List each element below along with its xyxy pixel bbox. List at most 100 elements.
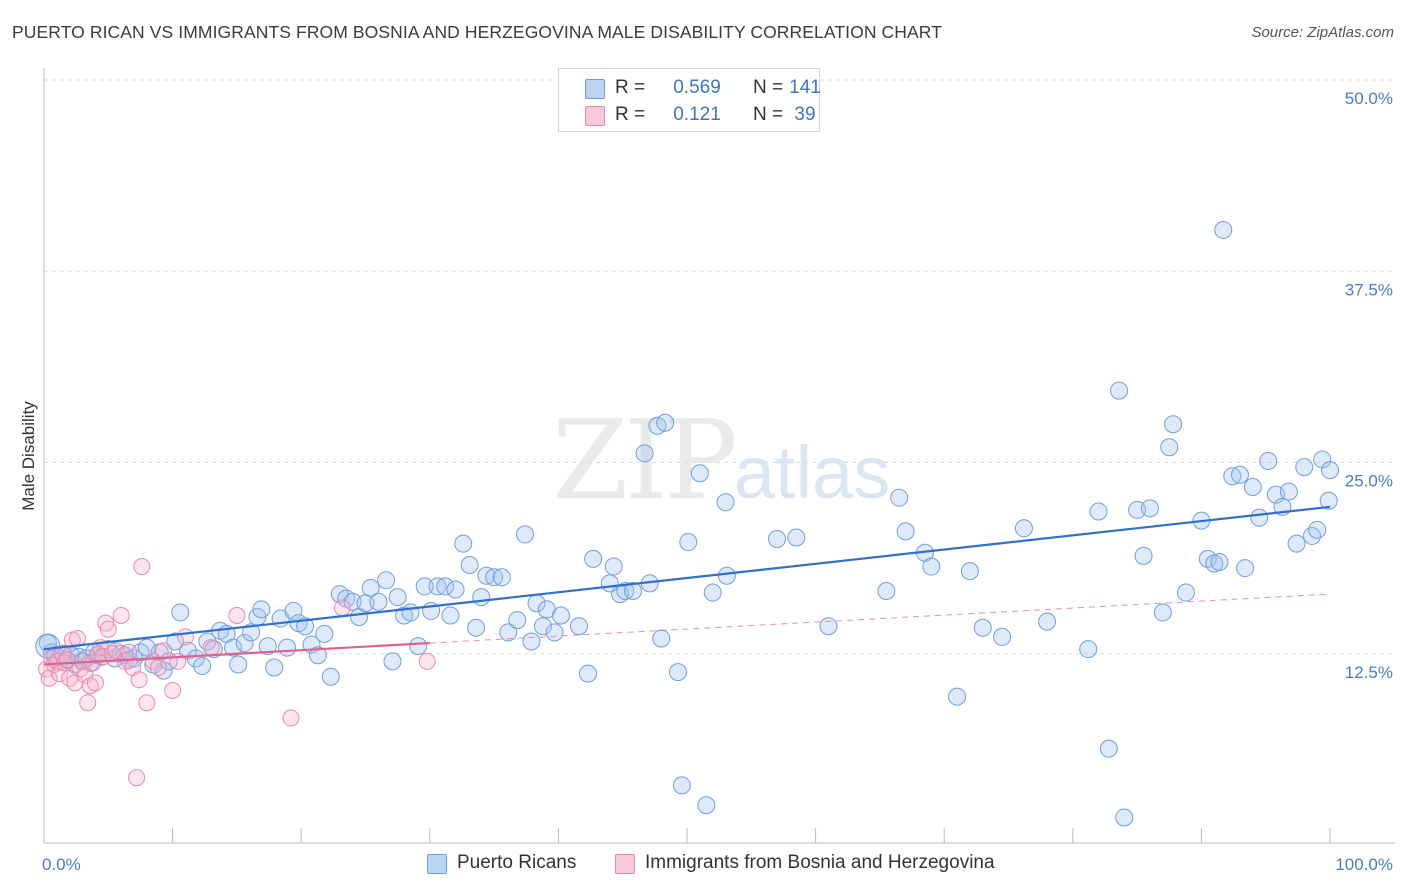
data-point [1140, 499, 1159, 518]
data-point [1287, 534, 1306, 553]
data-point [186, 649, 205, 668]
trend-line-bosnia [43, 641, 430, 666]
data-point [1160, 438, 1179, 457]
data-point [499, 623, 518, 642]
data-point [415, 577, 434, 596]
trend-line-bosnia-extended [429, 593, 1331, 644]
data-point [1308, 520, 1327, 539]
data-point [922, 557, 941, 576]
data-point [467, 618, 486, 637]
data-point [1110, 381, 1129, 400]
watermark: ZIPatlas [552, 396, 890, 524]
data-point [973, 618, 992, 637]
legend-swatch-pink [615, 854, 635, 874]
data-point [418, 652, 436, 670]
trend-lines [43, 505, 1331, 666]
data-point [315, 624, 334, 643]
correlation-legend: R = 0.569 N = 141 R = 0.121 N = 39 [558, 68, 821, 132]
data-point [460, 556, 479, 575]
data-point [472, 588, 491, 607]
data-point [343, 592, 362, 611]
data-point [130, 671, 148, 689]
data-point [1038, 612, 1057, 631]
data-point [993, 627, 1012, 646]
data-point [265, 658, 284, 677]
data-point [1014, 519, 1033, 538]
data-point [819, 617, 838, 636]
data-point [1236, 559, 1255, 578]
data-point [164, 681, 182, 699]
data-point [1164, 415, 1183, 434]
series-puerto-ricans [35, 220, 1339, 827]
data-point [1223, 467, 1242, 486]
x-tick-label: 0.0% [42, 855, 81, 874]
axes [43, 68, 1395, 844]
data-point [485, 568, 504, 587]
data-point [454, 534, 473, 553]
data-point [1279, 482, 1298, 501]
data-point [545, 623, 564, 642]
data-point [787, 528, 806, 547]
legend-swatch-blue [585, 79, 605, 99]
data-point [1214, 220, 1233, 239]
data-point [1089, 502, 1108, 521]
data-point [138, 694, 156, 712]
data-point [441, 606, 460, 625]
data-point [1230, 465, 1249, 484]
data-point [166, 632, 185, 651]
legend-r-value: 0.569 [673, 77, 721, 98]
data-point [224, 638, 243, 657]
data-point [1115, 808, 1134, 827]
data-point [948, 687, 967, 706]
chart-title: PUERTO RICAN VS IMMIGRANTS FROM BOSNIA A… [12, 22, 942, 42]
data-point [79, 694, 97, 712]
data-point [278, 638, 297, 657]
legend-label: Puerto Ricans [457, 852, 577, 873]
legend-label: Immigrants from Bosnia and Herzegovina [645, 852, 995, 873]
data-point [508, 611, 527, 630]
data-point [635, 444, 654, 463]
data-point [1134, 546, 1153, 565]
data-point [361, 578, 380, 597]
data-point [1198, 549, 1217, 568]
watermark-zip: ZIP [552, 396, 738, 524]
data-point [896, 522, 915, 541]
legend-swatch-pink [585, 106, 605, 126]
data-point [1302, 526, 1321, 545]
data-point [128, 769, 146, 787]
data-point [515, 525, 534, 544]
data-point [668, 663, 687, 682]
data-point [717, 566, 736, 585]
data-point [1319, 491, 1338, 510]
data-point [652, 629, 671, 648]
data-point [369, 592, 388, 611]
series-legend: Puerto Ricans Immigrants from Bosnia and… [0, 852, 1406, 878]
data-point [533, 617, 552, 636]
data-point [171, 603, 190, 622]
data-point [446, 580, 465, 599]
data-point [1079, 640, 1098, 659]
data-point [1295, 458, 1314, 477]
data-point [1210, 552, 1229, 571]
data-point [401, 603, 420, 622]
data-point [672, 776, 691, 795]
x-tick-label: 100.0% [1335, 855, 1393, 874]
data-point [877, 582, 896, 601]
legend-n-label: N = [753, 104, 784, 125]
data-point [1243, 477, 1262, 496]
data-point [679, 533, 698, 552]
data-point [428, 577, 447, 596]
data-point [296, 617, 315, 636]
data-point [383, 652, 402, 671]
data-point [133, 558, 151, 576]
data-point [112, 607, 130, 624]
series-bosnia-herzegovina [38, 558, 436, 787]
legend-n-value: 141 [789, 77, 821, 98]
data-point [120, 643, 138, 661]
data-point [569, 617, 588, 636]
data-point [436, 577, 455, 596]
data-point [155, 642, 173, 660]
data-point [333, 599, 351, 617]
data-point [623, 582, 642, 601]
legend-r-value: 0.121 [673, 104, 721, 125]
